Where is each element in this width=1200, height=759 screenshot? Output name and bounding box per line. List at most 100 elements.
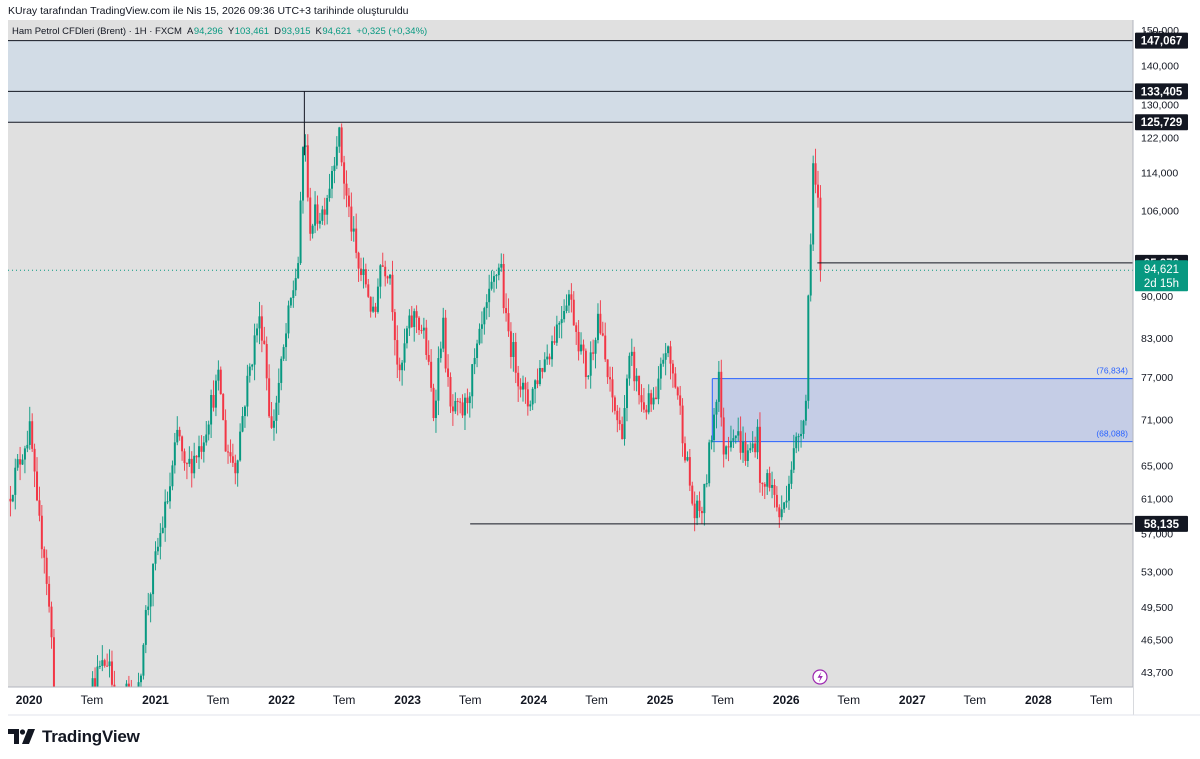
y-tick-label: 106,000 (1141, 206, 1179, 218)
candle-body (657, 378, 660, 400)
y-tick-label: 130,000 (1141, 99, 1179, 111)
y-tick-label: 46,500 (1141, 635, 1173, 647)
candle-body (96, 666, 99, 687)
lightning-icon[interactable] (812, 669, 828, 685)
candle-body (159, 533, 162, 547)
candle-body (413, 311, 416, 328)
candle-body (790, 469, 793, 484)
candle-body (473, 357, 476, 365)
legend-open-label: A (187, 26, 194, 37)
candle-body (466, 397, 469, 404)
candle-body (548, 356, 551, 360)
y-tick-label: 65,000 (1141, 460, 1173, 472)
candle-body (16, 459, 19, 468)
y-tick-label: 71,000 (1141, 414, 1173, 426)
candle-body (415, 311, 418, 318)
candle-body (229, 452, 232, 457)
last-price-label: 94,621 (1144, 264, 1179, 276)
candle-body (577, 331, 580, 352)
price-scale[interactable] (1133, 20, 1200, 687)
candle-body (183, 451, 186, 464)
candle-body (190, 458, 193, 474)
zone-bottom-label: (68,088) (1096, 429, 1128, 439)
candle-body (543, 359, 546, 372)
legend-close-value: 94,621 (322, 26, 351, 37)
candle-body (727, 446, 730, 448)
candle-body (451, 406, 454, 412)
candle-body (447, 368, 450, 377)
candle-body (50, 606, 53, 638)
candle-body (178, 429, 181, 437)
candle-body (405, 328, 408, 344)
candle-body (127, 683, 130, 687)
candle-body (103, 660, 106, 666)
candle-body (156, 546, 159, 552)
candle-body (768, 473, 771, 488)
candle-body (664, 353, 667, 360)
candle-body (26, 444, 29, 449)
candle-body (168, 486, 171, 502)
x-tick-label: Tem (459, 693, 482, 707)
candle-body (52, 637, 55, 687)
candle-body (38, 500, 41, 516)
candle-body (442, 317, 445, 349)
level-badge (1135, 515, 1188, 532)
candle-body (31, 421, 34, 449)
candle-body (599, 313, 602, 334)
candle-body (352, 228, 355, 232)
candle-body (14, 467, 17, 495)
candle-body (171, 465, 174, 487)
candle-body (147, 606, 150, 610)
brand-footer[interactable]: TradingView (8, 726, 140, 748)
candle-body (775, 494, 778, 508)
candle-body (430, 361, 433, 388)
candle-body (9, 498, 12, 502)
candle-body (306, 145, 309, 198)
candle-body (500, 263, 503, 268)
candle-body (36, 471, 39, 501)
x-tick-label: 2024 (520, 693, 547, 707)
candle-body (207, 424, 210, 435)
legend-high-label: Y (228, 26, 235, 37)
candle-body (671, 363, 674, 374)
candle-body (422, 327, 425, 331)
candle-body (372, 306, 375, 312)
candle-body (746, 450, 749, 461)
candle-body (108, 661, 111, 667)
x-tick-label: Tem (711, 693, 734, 707)
candle-body (154, 551, 157, 564)
level-badge (1135, 83, 1188, 100)
candle-body (722, 417, 725, 455)
candle-body (816, 184, 819, 198)
candle-body (710, 440, 713, 443)
x-tick-label: Tem (963, 693, 986, 707)
candle-body (729, 440, 732, 448)
time-scale[interactable] (0, 687, 1133, 715)
candle-body (531, 388, 534, 405)
legend-change-value: +0,325 (+0,34%) (356, 26, 427, 37)
candle-body (161, 527, 164, 534)
candle-body (439, 348, 442, 359)
candle-body (110, 661, 113, 685)
x-tick-label: 2022 (268, 693, 295, 707)
candle-body (623, 408, 626, 440)
x-tick-label: 2026 (773, 693, 800, 707)
candle-body (45, 557, 48, 584)
candle-body (483, 308, 486, 325)
candle-body (200, 446, 203, 452)
candle-body (367, 284, 370, 297)
candle-body (398, 364, 401, 371)
candle-body (256, 328, 259, 336)
candle-body (560, 319, 563, 324)
countdown-label: 2d 15h (1144, 278, 1179, 290)
plot-area[interactable] (8, 20, 1133, 687)
y-tick-label: 83,000 (1141, 333, 1173, 345)
candle-body (248, 366, 251, 376)
candle-body (222, 394, 225, 421)
candle-body (43, 549, 46, 558)
candle-body (725, 446, 728, 455)
candle-body (778, 507, 781, 518)
candle-body (369, 296, 372, 312)
candle-body (311, 225, 314, 234)
